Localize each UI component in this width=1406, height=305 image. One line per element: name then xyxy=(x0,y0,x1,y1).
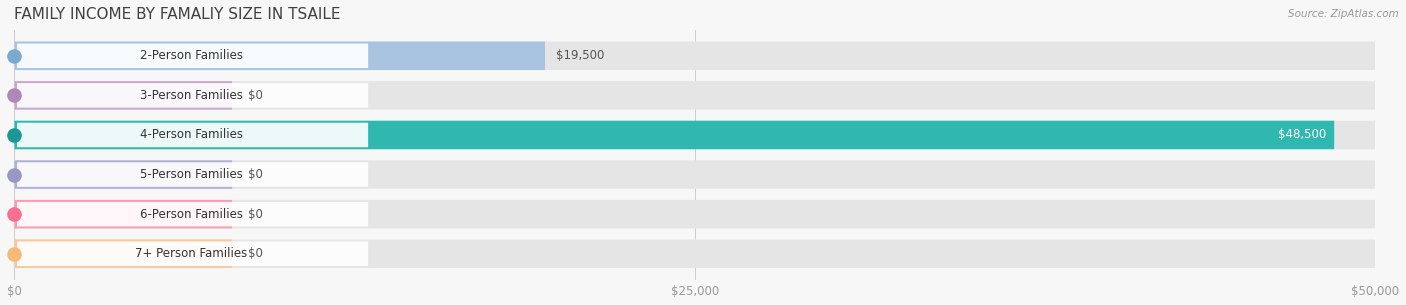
Text: 6-Person Families: 6-Person Families xyxy=(139,208,243,221)
Text: 5-Person Families: 5-Person Families xyxy=(139,168,243,181)
FancyBboxPatch shape xyxy=(17,202,368,226)
FancyBboxPatch shape xyxy=(17,123,368,147)
FancyBboxPatch shape xyxy=(14,239,232,268)
FancyBboxPatch shape xyxy=(14,160,1375,189)
Text: $0: $0 xyxy=(249,247,263,260)
Text: $0: $0 xyxy=(249,208,263,221)
Text: $0: $0 xyxy=(249,89,263,102)
Text: FAMILY INCOME BY FAMALIY SIZE IN TSAILE: FAMILY INCOME BY FAMALIY SIZE IN TSAILE xyxy=(14,7,340,22)
FancyBboxPatch shape xyxy=(14,121,1375,149)
FancyBboxPatch shape xyxy=(14,81,232,109)
FancyBboxPatch shape xyxy=(14,200,1375,228)
Text: $48,500: $48,500 xyxy=(1278,128,1326,142)
Text: 7+ Person Families: 7+ Person Families xyxy=(135,247,247,260)
FancyBboxPatch shape xyxy=(14,121,1334,149)
FancyBboxPatch shape xyxy=(14,81,1375,109)
FancyBboxPatch shape xyxy=(17,44,368,68)
Text: 3-Person Families: 3-Person Families xyxy=(139,89,243,102)
FancyBboxPatch shape xyxy=(17,242,368,266)
Text: 2-Person Families: 2-Person Families xyxy=(139,49,243,62)
Text: 4-Person Families: 4-Person Families xyxy=(139,128,243,142)
FancyBboxPatch shape xyxy=(17,162,368,187)
FancyBboxPatch shape xyxy=(14,239,1375,268)
Text: $0: $0 xyxy=(249,168,263,181)
FancyBboxPatch shape xyxy=(14,200,232,228)
FancyBboxPatch shape xyxy=(17,83,368,108)
Text: $19,500: $19,500 xyxy=(555,49,605,62)
FancyBboxPatch shape xyxy=(14,160,232,189)
FancyBboxPatch shape xyxy=(14,41,546,70)
FancyBboxPatch shape xyxy=(14,41,1375,70)
Text: Source: ZipAtlas.com: Source: ZipAtlas.com xyxy=(1288,9,1399,19)
